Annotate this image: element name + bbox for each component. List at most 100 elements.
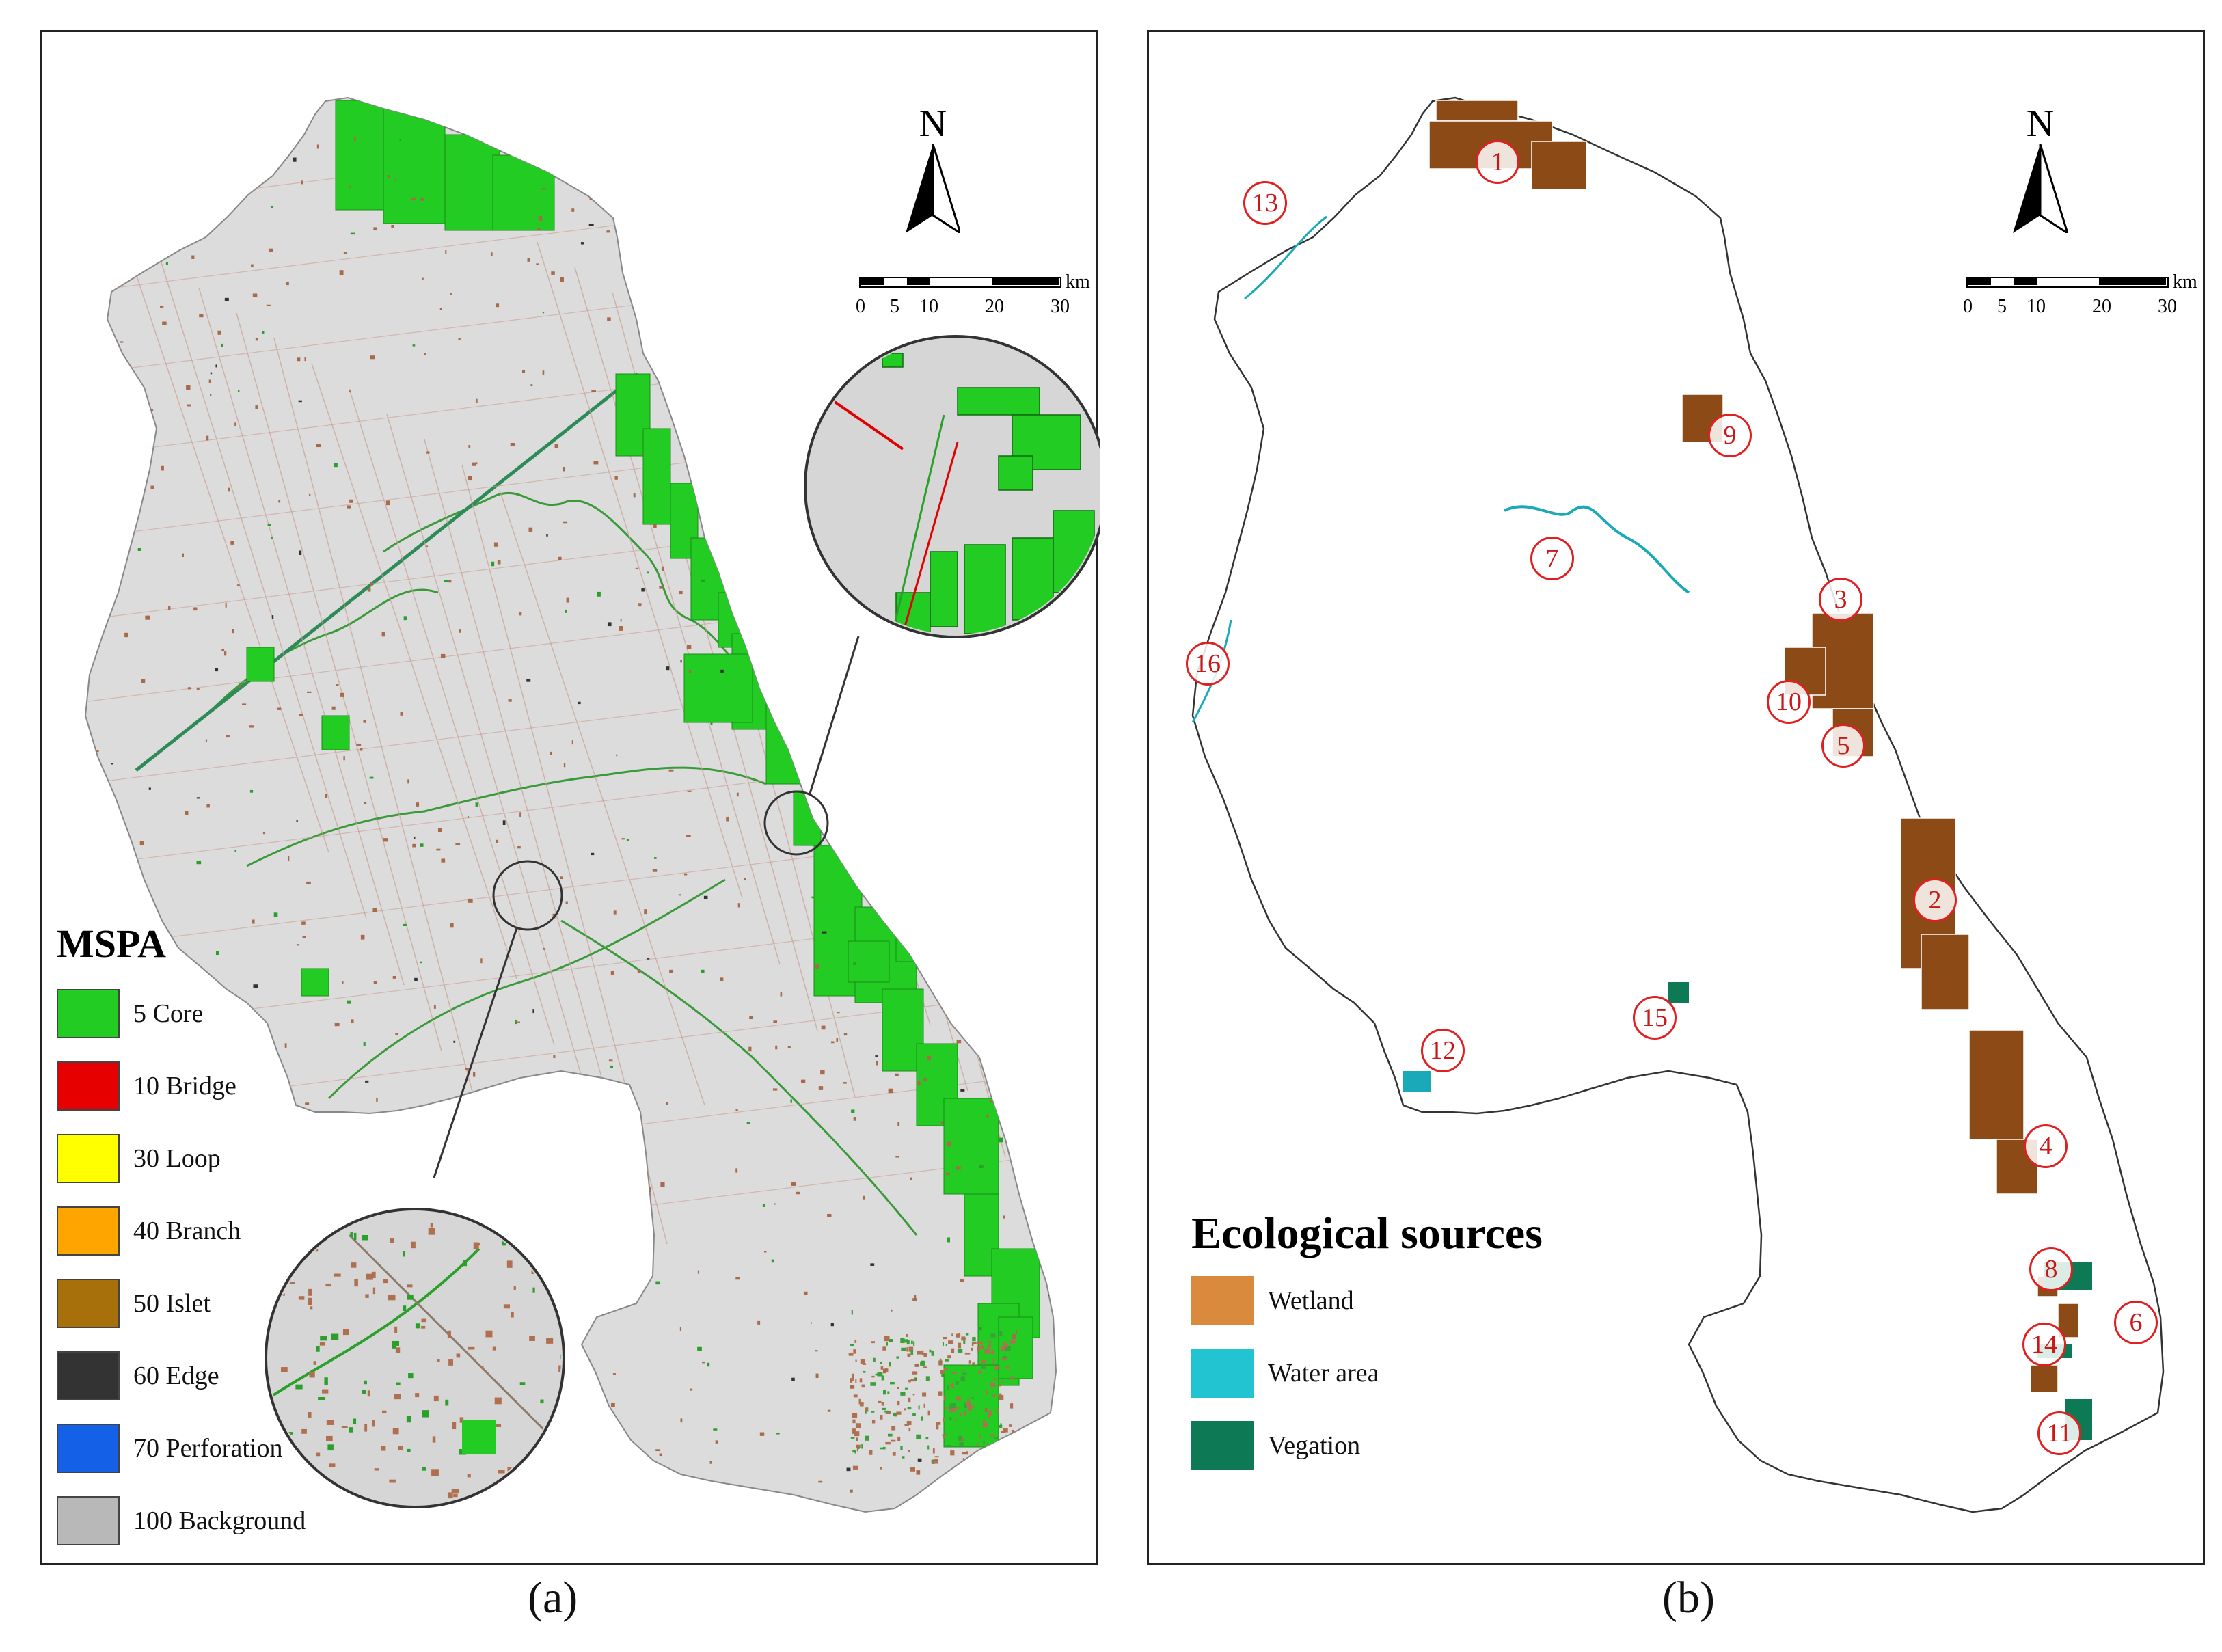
islet-speck — [996, 1385, 1001, 1387]
islet-speck — [433, 1005, 436, 1009]
islet-speck — [407, 1295, 414, 1300]
islet-speck — [599, 1244, 604, 1247]
islet-speck — [897, 1400, 900, 1406]
islet-speck — [422, 1410, 429, 1418]
islet-speck — [688, 669, 692, 673]
islet-speck — [308, 1297, 312, 1305]
islet-speck — [250, 1485, 254, 1489]
islet-speck — [364, 802, 367, 804]
islet-speck — [480, 958, 483, 964]
islet-speck — [316, 444, 321, 448]
islet-speck — [891, 1426, 896, 1431]
islet-speck — [506, 1260, 513, 1268]
islet-speck — [981, 1359, 986, 1364]
islet-speck — [770, 154, 773, 158]
legend-item: 40 Branch — [57, 1206, 241, 1256]
islet-speck — [710, 721, 713, 725]
islet-speck — [659, 1453, 662, 1457]
islet-speck — [141, 679, 146, 683]
islet-speck — [884, 1336, 890, 1342]
islet-speck — [882, 1368, 886, 1374]
islet-speck — [366, 1273, 373, 1280]
islet-speck — [836, 1038, 839, 1042]
islet-speck — [999, 256, 1001, 259]
islet-speck — [363, 719, 366, 723]
islet-speck — [196, 860, 202, 865]
islet-speck — [643, 454, 645, 456]
islet-speck — [882, 1407, 886, 1411]
islet-speck — [999, 1394, 1004, 1400]
islet-speck — [703, 895, 708, 899]
islet-speck — [588, 182, 591, 187]
core-patch — [683, 653, 753, 723]
scale-tick: 10 — [2027, 296, 2046, 317]
canal-line — [311, 363, 517, 979]
islet-speck — [627, 1266, 630, 1271]
islet-speck — [690, 298, 693, 303]
islet-speck — [445, 250, 447, 254]
islet-speck — [316, 1346, 320, 1352]
islet-speck — [206, 435, 209, 441]
islet-speck — [1027, 226, 1031, 229]
islet-speck — [981, 878, 987, 882]
islet-speck — [280, 1367, 288, 1372]
islet-speck — [852, 1373, 854, 1379]
islet-speck — [906, 1347, 908, 1352]
islet-speck — [900, 1392, 906, 1396]
islet-speck — [990, 1382, 995, 1387]
islet-speck — [266, 1295, 269, 1297]
islet-speck — [394, 1326, 398, 1333]
islet-speck — [349, 1427, 353, 1433]
islet-speck — [956, 1381, 959, 1385]
islet-speck — [906, 1340, 910, 1345]
islet-speck — [851, 874, 856, 877]
canal-line — [424, 439, 630, 1178]
islet-speck — [895, 1156, 899, 1158]
islet-speck — [511, 1312, 514, 1318]
islet-speck — [503, 1184, 509, 1187]
islet-speck — [319, 1146, 324, 1150]
islet-speck — [958, 1435, 962, 1441]
islet-speck — [669, 969, 673, 973]
islet-speck — [908, 1379, 911, 1383]
islet-speck — [945, 1344, 947, 1346]
islet-speck — [970, 1460, 975, 1463]
islet-speck — [407, 1284, 413, 1288]
islet-speck — [372, 908, 377, 912]
islet-speck — [1012, 645, 1016, 648]
legend-label: Water area — [1268, 1359, 1379, 1387]
islet-speck — [349, 390, 351, 393]
islet-speck — [886, 1342, 888, 1346]
islet-speck — [885, 1411, 891, 1414]
islet-speck — [912, 1371, 918, 1375]
islet-speck — [228, 487, 230, 492]
legend-label: Vegation — [1268, 1431, 1361, 1460]
islet-speck — [286, 1432, 293, 1435]
islet-speck — [313, 1361, 316, 1365]
legend-swatch — [1191, 1349, 1254, 1398]
islet-speck — [308, 493, 311, 496]
islet-speck — [811, 1322, 813, 1324]
islet-speck — [492, 1346, 496, 1351]
islet-speck — [799, 273, 804, 277]
islet-speck — [269, 1288, 271, 1291]
islet-speck — [884, 1410, 890, 1413]
islet-speck — [652, 869, 658, 872]
islet-speck — [997, 1365, 1000, 1368]
islet-speck — [534, 1119, 539, 1122]
islet-speck — [1007, 212, 1012, 217]
islet-speck — [236, 584, 240, 586]
islet-speck — [710, 167, 716, 172]
islet-speck — [383, 1279, 388, 1284]
scale-unit: km — [1066, 271, 1090, 293]
islet-speck — [390, 1238, 395, 1243]
islet-speck — [880, 1415, 883, 1420]
islet-speck — [972, 1362, 975, 1365]
islet-speck — [1000, 1449, 1006, 1454]
islet-speck — [551, 271, 555, 275]
zoom-inset-east — [804, 335, 1100, 638]
islet-speck — [406, 1416, 411, 1423]
core-patch — [1012, 537, 1054, 621]
islet-speck — [761, 171, 765, 174]
islet-speck — [532, 1287, 535, 1293]
